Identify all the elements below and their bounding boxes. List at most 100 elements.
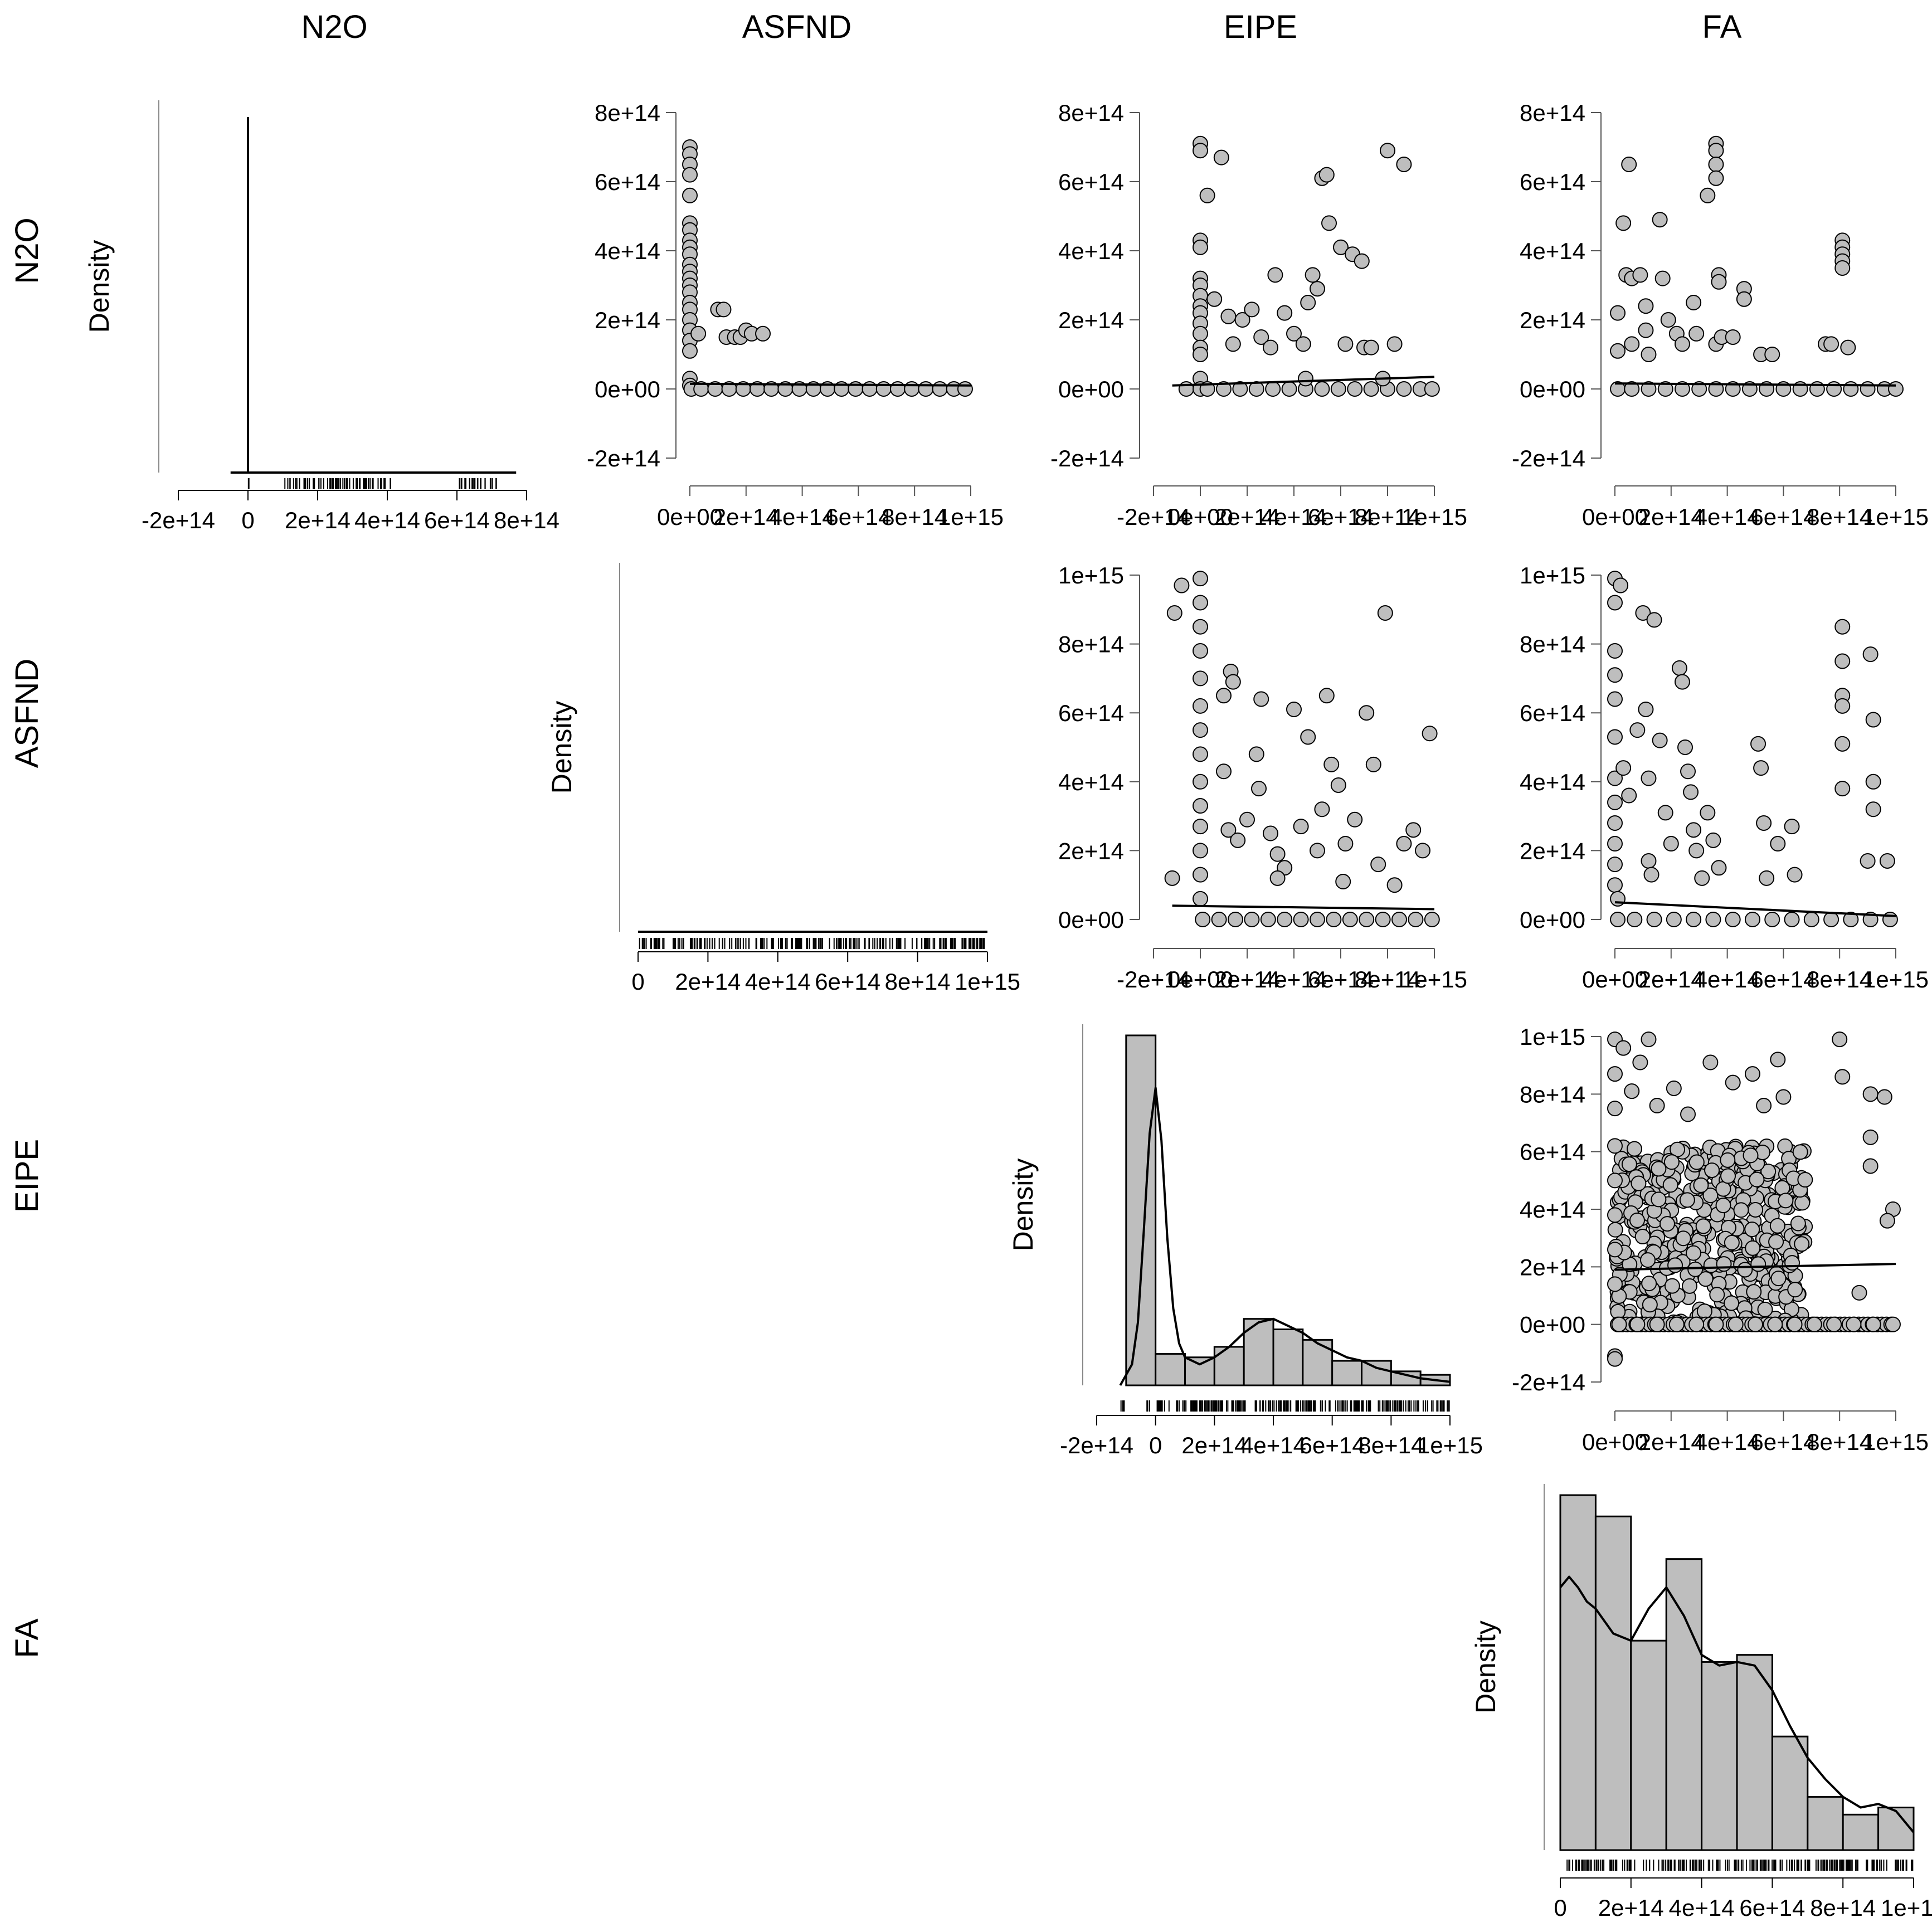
data-point [1744,1222,1760,1238]
data-point [1607,1242,1623,1258]
data-point [1700,805,1716,821]
data-point [1704,1162,1720,1179]
y-tick-label: 2e+14 [595,307,660,333]
data-point [1295,336,1311,352]
data-point [1354,253,1370,269]
y-tick-label: 8e+14 [1520,1081,1585,1107]
x-tick-label: 2e+14 [285,507,351,533]
data-point [1750,736,1766,752]
data-point [1862,1129,1879,1145]
x-tick-label: 2e+14 [1214,966,1280,992]
data-point [1885,1316,1901,1332]
data-point [1708,143,1724,159]
data-point [1193,819,1208,835]
histogram-bar [1155,1352,1186,1386]
data-point [1834,653,1851,669]
data-point [1607,1207,1623,1223]
x-tick-label: 1e+15 [955,969,1020,995]
data-point [1225,336,1241,352]
data-point [1750,1256,1766,1272]
fit-line [1614,382,1896,387]
data-point [918,381,934,397]
data-point [1686,295,1702,310]
histogram-bar [1213,1346,1245,1386]
data-point [1641,770,1657,786]
data-point [1686,912,1702,927]
data-point [1615,215,1632,231]
data-point [1216,763,1232,780]
data-point [1347,811,1363,828]
data-point [1335,874,1351,890]
data-point [1736,291,1752,307]
data-point [1715,1181,1731,1197]
data-point [1300,729,1316,745]
data-point [1607,836,1623,852]
data-point [1365,756,1381,772]
data-point [1851,1284,1867,1301]
data-point [1396,157,1412,172]
data-point [1654,270,1671,286]
x-tick-label: 2e+14 [1598,1895,1664,1921]
x-tick-label: 4e+14 [1695,966,1760,992]
data-point [1696,1303,1712,1320]
data-point [1686,1245,1702,1261]
data-point [1347,381,1363,397]
data-point [1260,912,1276,927]
data-point [1744,1066,1760,1082]
data-point [1720,1168,1736,1184]
data-point [1408,912,1424,927]
y-tick-label: 2e+14 [1058,307,1124,333]
data-point [1424,912,1440,927]
scatter-panel-n2o-vs-fa: -2e+140e+002e+144e+146e+148e+140e+002e+1… [1512,100,1929,530]
data-point [1621,1156,1637,1172]
data-point [1629,1316,1646,1332]
data-point [1607,1222,1623,1238]
data-point [1677,739,1693,755]
data-point [1611,1316,1627,1332]
x-tick-label: 8e+14 [1355,966,1420,992]
data-point [1652,212,1668,228]
fit-line [1614,901,1896,917]
data-point [1790,1215,1806,1232]
data-point [1646,912,1662,927]
data-point [1386,336,1403,352]
x-tick-label: 8e+14 [1807,504,1872,530]
y-axis: 0e+00 2e+14 4e+14 6e+14 8e+14 1e+15 [1520,562,1602,933]
data-point [1415,843,1430,859]
data-point [1663,836,1679,852]
data-point [1667,1257,1683,1273]
data-point [1649,1316,1665,1332]
col-title-asfnd: ASFND [742,9,852,45]
data-point [1370,857,1386,873]
data-point [1193,347,1208,362]
x-tick-label: 6e+14 [1739,1895,1805,1921]
data-point [1794,1236,1810,1252]
histogram-bar [1842,1813,1880,1851]
data-point [1865,801,1881,817]
y-tick-label: -2e+14 [1512,1369,1585,1395]
data-point [1300,295,1316,310]
y-tick-label: 4e+14 [1058,769,1124,795]
data-point [1396,836,1412,852]
x-tick-label: 2e+14 [1214,504,1280,530]
data-point [1615,760,1632,776]
y-tick-label: 2e+14 [1058,838,1124,864]
data-point [1253,691,1269,707]
x-tick-label: 1e+15 [1417,1432,1483,1458]
data-point [1688,843,1705,859]
data-point [1746,1284,1762,1300]
data-point [1764,347,1780,362]
data-point [1688,1316,1705,1332]
x-tick-label: 4e+14 [1669,1895,1735,1921]
data-point [1248,746,1264,762]
x-tick-label: 1e+15 [1863,504,1929,530]
data-point [1652,732,1668,748]
data-point [1613,577,1629,593]
row-title-n2o: N2O [9,217,45,284]
x-tick-label: 2e+14 [1638,966,1704,992]
x-tick-label: 1e+15 [1401,966,1467,992]
data-point [1627,1141,1643,1157]
